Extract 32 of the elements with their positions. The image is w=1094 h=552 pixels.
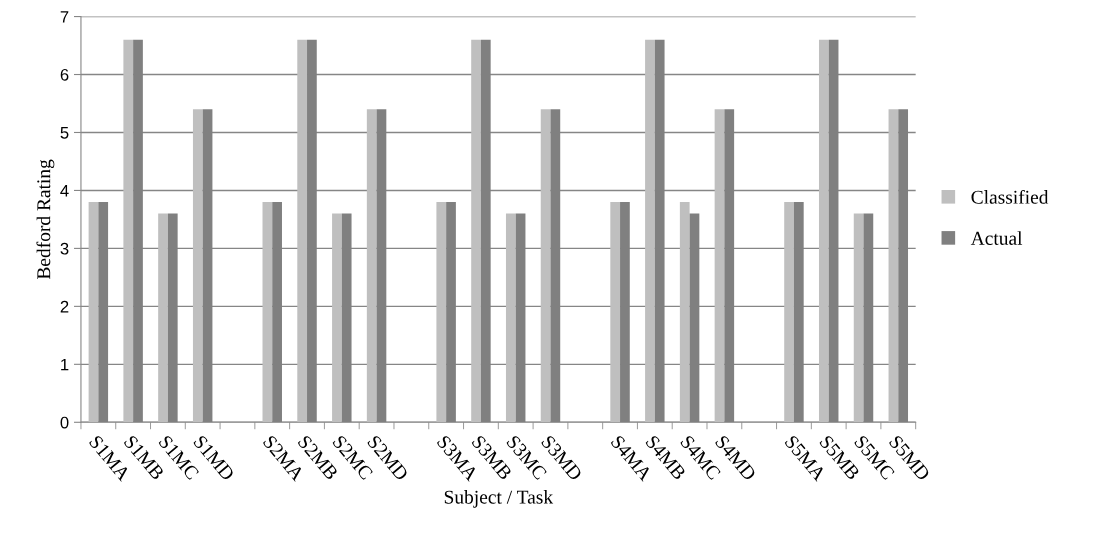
bar (366, 109, 377, 423)
bar (679, 202, 690, 423)
bar (645, 39, 655, 423)
legend-label: Actual (970, 231, 1023, 245)
bar (784, 202, 794, 423)
legend-label: Classified (971, 189, 1049, 204)
bar (262, 202, 273, 423)
y-tick-label: 6 (60, 68, 69, 81)
x-axis-title: Subject / Task (444, 490, 554, 508)
bar (123, 39, 134, 423)
y-tick-label: 0 (60, 416, 69, 429)
bar (714, 109, 725, 423)
bar (505, 213, 516, 423)
y-tick-label: 2 (60, 300, 69, 313)
y-tick-label: 3 (60, 242, 69, 255)
bar (332, 213, 342, 423)
y-tick-label: 5 (60, 127, 69, 139)
bar (158, 213, 168, 423)
y-axis-title: Bedford Rating (36, 159, 55, 280)
bar (853, 213, 864, 423)
bar (818, 39, 829, 423)
y-tick-label: 7 (60, 11, 69, 23)
bar (192, 109, 203, 423)
bar (471, 39, 481, 423)
bar (540, 109, 551, 423)
bar (436, 202, 447, 423)
bar (88, 202, 99, 423)
bar (297, 39, 308, 423)
bar (610, 202, 621, 423)
bar (888, 109, 899, 423)
y-tick-label: 4 (60, 185, 69, 197)
y-tick-label: 1 (61, 358, 69, 371)
